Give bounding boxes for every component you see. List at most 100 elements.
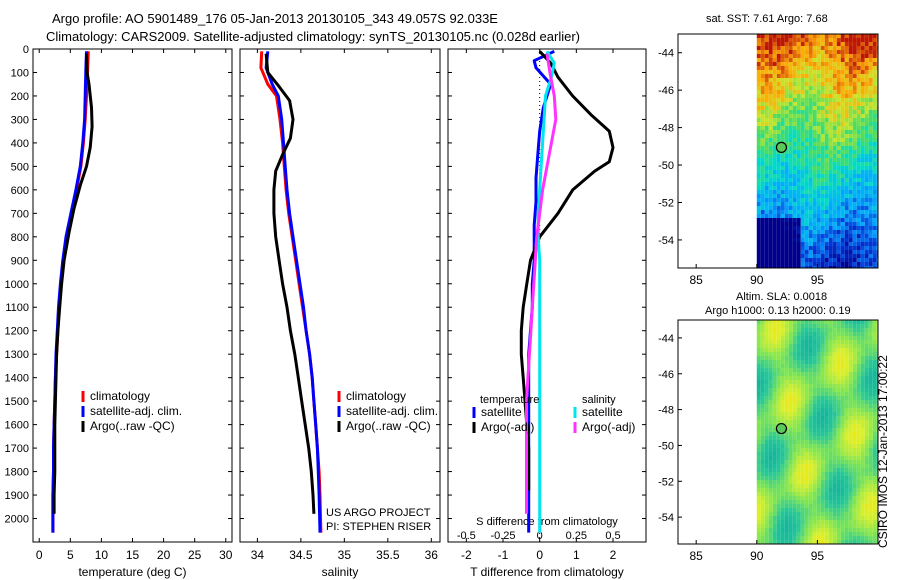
sla_map-cell [760, 400, 765, 404]
sst_map-cell [772, 190, 777, 194]
sla_map-cell [776, 420, 781, 424]
sst_map-cell [852, 254, 857, 258]
sla_map-cell [844, 508, 849, 512]
sla_map-cell [816, 476, 821, 480]
sla_map-cell [856, 332, 861, 336]
sla_map-cell [852, 452, 857, 456]
sla_map-cell [760, 504, 765, 508]
sst_map-cell [756, 110, 761, 114]
sla_map-cell [864, 324, 869, 328]
sst_map-cell [864, 262, 869, 266]
sst_map-cell [820, 214, 825, 218]
sst_map-cell [784, 134, 789, 138]
sla_map-cell [772, 492, 777, 496]
sla_map-cell [816, 496, 821, 500]
sst_map-cell [860, 146, 865, 150]
sst_map-cell [760, 154, 765, 158]
sst_map-cell [848, 126, 853, 130]
sla_map-cell [856, 344, 861, 348]
sst_map-cell [772, 82, 777, 86]
sla_map-cell [836, 504, 841, 508]
sst_map-cell [824, 186, 829, 190]
sst_map-cell [828, 38, 833, 42]
sst_map-cell [852, 206, 857, 210]
sla_map-cell [836, 336, 841, 340]
sst_map-cell [852, 70, 857, 74]
sst_map-cell [780, 166, 785, 170]
sst_map-cell [872, 170, 877, 174]
sst_map-cell [776, 126, 781, 130]
sst_map-cell [760, 90, 765, 94]
sla_map-cell [836, 380, 841, 384]
difference-legend-label: Argo(-adj) [582, 420, 635, 434]
sla_map-cell [812, 464, 817, 468]
sla_map-cell [808, 460, 813, 464]
sst_map-cell [840, 226, 845, 230]
sla_map-cell [832, 452, 837, 456]
sla_map-cell [756, 500, 761, 504]
sst_map-cell [872, 190, 877, 194]
sla_map-cell [876, 428, 878, 432]
sla_map-cell [812, 368, 817, 372]
sst_map-cell [868, 162, 873, 166]
sst_map-cell [860, 246, 865, 250]
sst_map-cell [824, 46, 829, 50]
sla_map-cell [848, 464, 853, 468]
sla_map-cell [868, 416, 873, 420]
sst-map-title: sat. SST: 7.61 Argo: 7.68 [706, 13, 828, 25]
sst_map-cell [784, 122, 789, 126]
sla_map-cell [832, 388, 837, 392]
sla_map-cell [784, 520, 789, 524]
sla_map-cell [856, 528, 861, 532]
sst_map-cell [808, 62, 813, 66]
sst_map-cell [808, 250, 813, 254]
sla_map-cell [840, 516, 845, 520]
sla_map-cell [868, 472, 873, 476]
sla_map-cell [772, 332, 777, 336]
sla_map-cell [800, 444, 805, 448]
sla_map-cell [876, 360, 878, 364]
sst_map-cell [872, 66, 877, 70]
sla_map-cell [768, 372, 773, 376]
sst_map-cell [760, 106, 765, 110]
sla_map-cell [848, 536, 853, 540]
sla_map-cell [832, 468, 837, 472]
sst_map-cell [844, 158, 849, 162]
sst_map-cell [780, 90, 785, 94]
sst_map-cell [844, 134, 849, 138]
sla_map-cell [768, 464, 773, 468]
salinity-series-line [264, 53, 316, 514]
sla_map-cell [816, 388, 821, 392]
sst_map-cell [864, 198, 869, 202]
sst_map-cell [864, 254, 869, 258]
sst_map-cell [800, 214, 805, 218]
sla_map-cell [800, 496, 805, 500]
sla_map-cell [796, 324, 801, 328]
sst_map-cell [780, 246, 785, 250]
sla_map-cell [836, 468, 841, 472]
sst_map-cell [812, 218, 817, 222]
sla_map-cell [800, 536, 805, 540]
sst_map-cell [764, 130, 769, 134]
sla_map-cell [768, 352, 773, 356]
sst_map-cell [868, 122, 873, 126]
sst_map-cell [836, 142, 841, 146]
sla_map-cell [816, 400, 821, 404]
sla_map-cell [760, 496, 765, 500]
sla_map-cell [756, 408, 761, 412]
sla_map-cell [828, 528, 833, 532]
sla_map-cell [812, 480, 817, 484]
sst_map-cell [852, 230, 857, 234]
sst_map-cell [820, 162, 825, 166]
sla_map-cell [804, 524, 809, 528]
sst_map-cell [796, 66, 801, 70]
sla_map-cell [760, 336, 765, 340]
sla_map-cell [792, 528, 797, 532]
sla_map-cell [872, 516, 877, 520]
sla_map-cell [788, 372, 793, 376]
sla_map-cell [848, 352, 853, 356]
sla_map-cell [868, 456, 873, 460]
sla_map-cell [756, 476, 761, 480]
sla_map-cell [840, 332, 845, 336]
sla_map-cell [824, 436, 829, 440]
